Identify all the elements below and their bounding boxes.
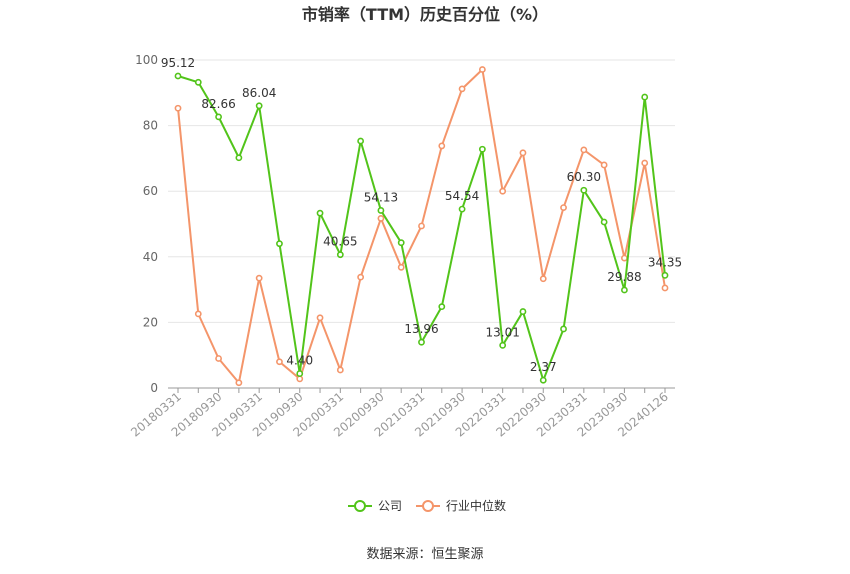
y-tick-label: 20: [143, 315, 158, 329]
data-point[interactable]: [580, 186, 588, 194]
data-label: 29.88: [607, 270, 641, 284]
data-point[interactable]: [235, 379, 243, 387]
data-point[interactable]: [336, 251, 344, 259]
data-point[interactable]: [174, 104, 182, 112]
data-point[interactable]: [458, 85, 466, 93]
data-point[interactable]: [560, 204, 567, 211]
data-point[interactable]: [215, 355, 222, 362]
data-point[interactable]: [661, 271, 669, 279]
data-label: 34.35: [648, 255, 682, 269]
legend-marker: [354, 500, 366, 512]
data-point[interactable]: [215, 113, 222, 121]
data-label: 40.65: [323, 235, 357, 249]
data-point[interactable]: [296, 375, 304, 383]
data-point[interactable]: [357, 137, 365, 145]
data-point[interactable]: [377, 215, 385, 222]
data-label: 54.54: [445, 189, 479, 203]
legend-label: 行业中位数: [446, 498, 506, 513]
data-label: 60.30: [567, 170, 601, 184]
data-point[interactable]: [194, 310, 202, 318]
legend-item-1[interactable]: 行业中位数: [416, 498, 506, 513]
data-label: 13.01: [485, 325, 519, 339]
data-label: 13.96: [404, 322, 438, 336]
data-point[interactable]: [600, 161, 608, 169]
series-layer: [174, 66, 669, 387]
data-point[interactable]: [438, 142, 446, 150]
y-tick-label: 40: [143, 250, 158, 264]
data-point[interactable]: [519, 149, 527, 157]
data-point[interactable]: [174, 72, 182, 80]
y-tick-label: 80: [143, 119, 158, 133]
data-label: 54.13: [364, 190, 398, 204]
data-label: 86.04: [242, 86, 276, 100]
data-point[interactable]: [418, 222, 425, 230]
data-point[interactable]: [641, 93, 649, 101]
data-point[interactable]: [255, 274, 263, 282]
legend-item-0[interactable]: 公司: [348, 499, 402, 513]
y-tick-label: 60: [143, 184, 158, 198]
data-point[interactable]: [296, 370, 304, 377]
y-axis: 0 20 40 60 80 100: [135, 53, 158, 395]
data-point[interactable]: [600, 218, 608, 226]
data-point[interactable]: [539, 376, 547, 384]
data-point[interactable]: [357, 273, 365, 281]
data-point[interactable]: [276, 240, 283, 248]
x-axis: 2018033120180930201903312019093020200331…: [128, 387, 675, 440]
data-point[interactable]: [397, 263, 405, 271]
data-label: 95.12: [161, 56, 195, 70]
data-point[interactable]: [418, 338, 425, 346]
data-point[interactable]: [336, 366, 344, 374]
data-point[interactable]: [377, 207, 385, 214]
data-point[interactable]: [255, 102, 263, 110]
source-note: 数据来源：恒生聚源: [366, 547, 483, 562]
data-point[interactable]: [539, 275, 547, 283]
data-point[interactable]: [235, 154, 243, 162]
legend-label: 公司: [378, 499, 402, 513]
data-point[interactable]: [641, 159, 649, 167]
data-labels: 95.12 82.66 86.04 4.40 40.65 54.13 13.96 54.54 1…: [161, 56, 682, 374]
data-point[interactable]: [316, 209, 324, 217]
data-point[interactable]: [621, 254, 628, 262]
data-point[interactable]: [438, 303, 446, 311]
data-point[interactable]: [276, 358, 283, 366]
y-tick-label: 100: [135, 53, 158, 67]
data-label: 2.37: [530, 360, 557, 374]
data-point[interactable]: [580, 146, 588, 154]
data-point[interactable]: [478, 66, 486, 73]
data-point[interactable]: [519, 308, 527, 315]
data-point[interactable]: [499, 341, 507, 349]
legend-marker: [422, 500, 434, 512]
data-point[interactable]: [560, 325, 567, 333]
data-point[interactable]: [194, 78, 202, 86]
y-tick-label: 0: [150, 381, 158, 395]
chart-title: 市销率（TTM）历史百分位（%）: [302, 5, 548, 24]
data-point[interactable]: [499, 187, 507, 195]
data-point[interactable]: [458, 205, 466, 213]
data-point[interactable]: [397, 239, 405, 247]
data-point[interactable]: [478, 145, 486, 153]
data-point[interactable]: [316, 314, 324, 322]
data-point[interactable]: [621, 286, 628, 294]
legend[interactable]: 公司 行业中位数: [348, 498, 506, 513]
data-label: 82.66: [201, 97, 235, 111]
data-point[interactable]: [661, 284, 669, 292]
data-label: 4.40: [286, 354, 313, 368]
